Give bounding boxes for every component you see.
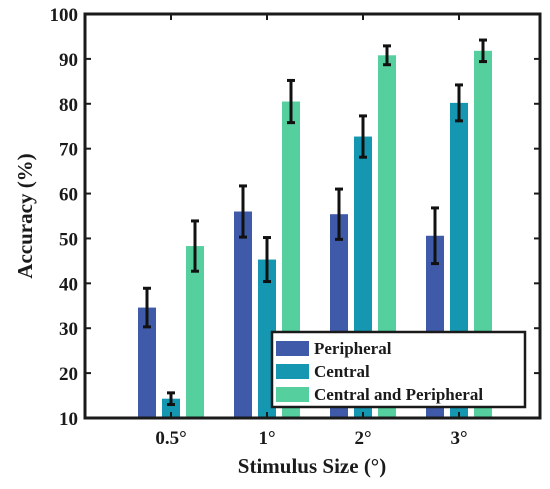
bar-peripheral-1 <box>138 307 156 418</box>
legend-label-central-and-peripheral: Central and Peripheral <box>314 385 483 404</box>
error-bar-central-and-peripheral-1 <box>191 219 199 273</box>
y-tick-label: 40 <box>59 274 78 295</box>
error-bar-central-1 <box>167 391 175 407</box>
error-bar-central-and-peripheral-3 <box>383 44 391 67</box>
x-axis: 0.5° 1° 2° 3° <box>155 14 468 449</box>
bar-central-and-peripheral-3 <box>378 55 396 418</box>
legend-swatch-peripheral <box>276 341 309 356</box>
error-bar-central-3 <box>359 114 367 159</box>
error-bar-peripheral-2 <box>239 184 247 239</box>
legend-label-central: Central <box>314 362 370 381</box>
plot-frame <box>83 12 542 420</box>
x-tick-label: 1° <box>258 428 275 449</box>
x-tick-label: 3° <box>450 428 467 449</box>
y-tick-label: 50 <box>59 229 78 250</box>
legend: Peripheral Central Central and Periphera… <box>270 330 527 409</box>
y-tick-label: 10 <box>59 409 78 430</box>
x-tick-label: 2° <box>354 428 371 449</box>
legend-box <box>270 330 527 409</box>
error-bar-peripheral-1 <box>143 286 151 329</box>
legend-label-peripheral: Peripheral <box>314 339 392 358</box>
y-tick-label: 100 <box>50 5 79 26</box>
x-axis-label: Stimulus Size (°) <box>238 454 386 478</box>
bar-central-and-peripheral-4 <box>474 50 492 418</box>
y-tick-label: 80 <box>59 95 78 116</box>
error-bar-central-2 <box>263 236 271 284</box>
y-axis-label: Accuracy (%) <box>13 153 37 278</box>
y-tick-label: 90 <box>59 50 78 71</box>
error-bar-peripheral-4 <box>431 206 439 266</box>
legend-swatch-central-and-peripheral <box>276 387 309 402</box>
y-tick-label: 20 <box>59 364 78 385</box>
error-bar-central-and-peripheral-2 <box>287 78 295 125</box>
error-bar-central-and-peripheral-4 <box>479 38 487 64</box>
y-tick-label: 30 <box>59 319 78 340</box>
y-tick-label: 60 <box>59 185 78 206</box>
error-bar-peripheral-3 <box>335 187 343 241</box>
bar-central-and-peripheral-1 <box>186 246 204 418</box>
y-tick-label: 70 <box>59 140 78 161</box>
error-bars-layer <box>143 38 487 407</box>
y-axis: 10 20 30 40 50 60 70 80 90 100 <box>50 5 540 430</box>
error-bar-central-4 <box>455 83 463 123</box>
bar-central-1 <box>162 398 180 418</box>
bar-peripheral-2 <box>234 211 252 418</box>
legend-swatch-central <box>276 364 309 379</box>
x-tick-label: 0.5° <box>155 428 186 449</box>
